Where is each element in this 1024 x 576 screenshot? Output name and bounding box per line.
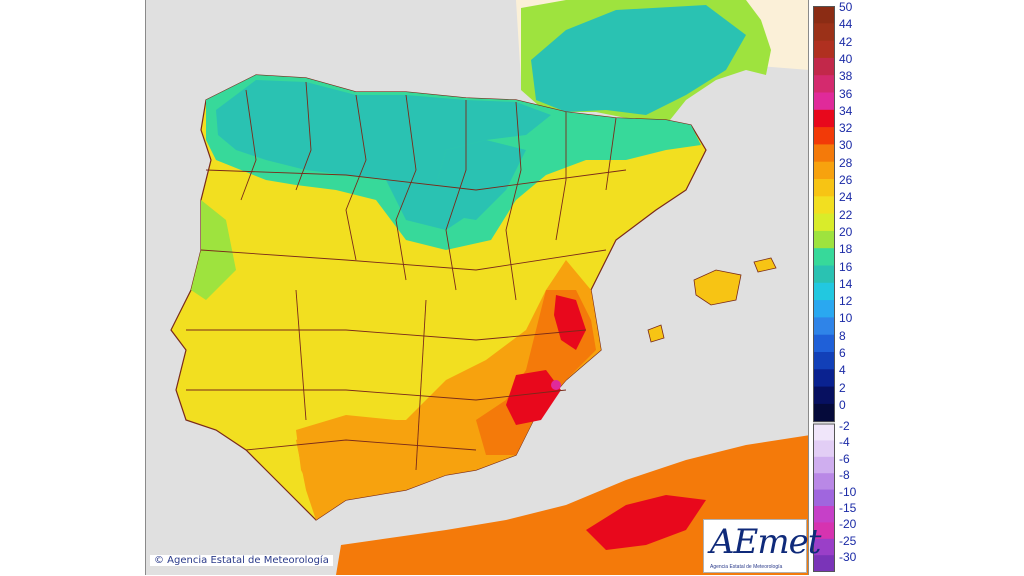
ibiza: [647, 324, 665, 343]
legend-swatch: [813, 6, 835, 24]
legend-swatch: [813, 109, 835, 128]
legend-swatch: [813, 127, 835, 145]
central-teal-zone: [436, 140, 526, 220]
legend-tick-label: 14: [839, 276, 853, 291]
legend-swatch: [813, 403, 835, 422]
legend-swatch: [813, 57, 835, 76]
legend-color-bar: [813, 6, 835, 572]
legend-swatch: [813, 456, 835, 474]
legend-tick-label: 28: [839, 155, 853, 170]
legend-swatch: [813, 334, 835, 353]
legend-swatch: [813, 144, 835, 163]
pyrenees-teal-zone: [531, 5, 746, 115]
legend-swatch: [813, 424, 835, 441]
legend-tick-label: -6: [839, 451, 850, 466]
legend-swatch: [813, 161, 835, 180]
legend-tick-label: 2: [839, 380, 846, 395]
western-coast-green-zone: [191, 200, 236, 300]
legend-tick-label: 50: [839, 0, 853, 14]
legend-swatch: [813, 555, 835, 572]
legend-tick-label: 18: [839, 242, 853, 257]
legend-swatch: [813, 352, 835, 370]
north-africa: [336, 435, 808, 575]
legend-swatch: [813, 213, 835, 232]
legend-swatch: [813, 75, 835, 93]
legend-swatch: [813, 522, 835, 540]
legend-tick-label: 20: [839, 224, 853, 239]
legend-tick-label: 16: [839, 259, 853, 274]
menorca: [753, 257, 777, 273]
legend-swatch: [813, 489, 835, 507]
legend-tick-label: -30: [839, 550, 857, 565]
legend-swatch: [813, 369, 835, 388]
mallorca: [693, 269, 742, 306]
legend-swatch: [813, 317, 835, 336]
legend-swatch: [813, 538, 835, 556]
atlas-hot-zone: [586, 495, 706, 550]
valencia-very-hot-zone: [554, 295, 586, 350]
temperature-legend: 50 44 42 40 38 36 34 32 30 28 26 24 22 20 18 16 14 12 10 8 6…: [813, 1, 873, 572]
logo-text: AEmet: [710, 522, 821, 562]
province-boundaries: [186, 81, 627, 471]
legend-tick-label: -20: [839, 517, 857, 532]
legend-swatch: [813, 265, 835, 284]
logo-subtitle: Agencia Estatal de Meteorología: [710, 564, 783, 570]
legend-frame: [813, 423, 835, 572]
legend-swatch: [813, 282, 835, 301]
legend-tick-label: 4: [839, 363, 846, 378]
legend-tick-label: 36: [839, 86, 853, 101]
legend-swatch: [813, 386, 835, 405]
legend-tick-label: 26: [839, 173, 853, 187]
legend-tick-label: -10: [839, 484, 857, 499]
legend-tick-label: 0: [839, 397, 846, 412]
legend-swatch: [813, 506, 835, 523]
legend-swatch: [813, 196, 835, 215]
legend-tick-label: 8: [839, 328, 846, 343]
legend-tick-label: 12: [839, 294, 853, 309]
legend-frame: [813, 6, 835, 423]
legend-swatch: [813, 23, 835, 42]
legend-tick-label: -8: [839, 468, 850, 483]
legend-swatch: [813, 440, 835, 458]
legend-tick-label: 44: [839, 17, 853, 32]
legend-tick-label: 38: [839, 69, 853, 84]
legend-tick-label: 24: [839, 190, 853, 205]
legend-tick-label: 10: [839, 311, 853, 326]
andalusia-warm-zone: [296, 415, 446, 500]
legend-swatch: [813, 92, 835, 111]
legend-swatch: [813, 230, 835, 249]
legend-tick-label: -15: [839, 501, 857, 515]
copyright-text: © Agencia Estatal de Meteorología: [150, 555, 333, 566]
legend-tick-label: 30: [839, 138, 853, 153]
legend-swatch: [813, 300, 835, 318]
legend-tick-label: -2: [839, 419, 850, 433]
legend-tick-label: 6: [839, 346, 846, 360]
legend-tick-label: -4: [839, 435, 850, 450]
legend-tick-label: 42: [839, 34, 853, 49]
legend-swatch: [813, 248, 835, 266]
aemet-logo: AEmet Agencia Estatal de Meteorología: [703, 519, 821, 573]
hotspot-marker: [551, 380, 561, 390]
legend-tick-label: 22: [839, 207, 853, 222]
legend-tick-label: -25: [839, 533, 857, 548]
legend-tick-label: 32: [839, 121, 853, 136]
temperature-map: [145, 0, 809, 575]
murcia-very-hot-zone: [506, 370, 561, 425]
legend-swatch: [813, 473, 835, 491]
legend-swatch: [813, 40, 835, 59]
cantabrian-teal-zone: [216, 80, 551, 230]
legend-tick-label: 40: [839, 51, 853, 66]
legend-tick-label: 34: [839, 103, 853, 118]
legend-swatch: [813, 179, 835, 197]
